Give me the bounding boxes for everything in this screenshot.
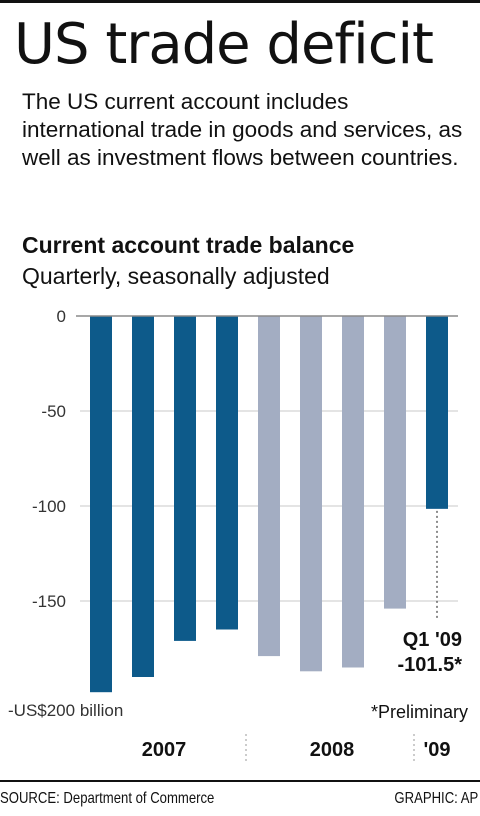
bar [258,316,280,657]
y-tick-label: -150 [32,592,66,611]
bar-chart: 0 -50 -100 -150 -US$200 billion Q1 '09 -101.5*… [8,307,468,764]
bar [300,316,322,672]
bar [90,316,112,693]
bar [216,316,238,630]
year-label: 2007 [142,739,187,761]
y-tick-label: -100 [32,497,66,516]
page-title: US trade deficit [14,12,434,77]
graphic-credit: GRAPHIC: AP [394,790,478,807]
year-label: '09 [423,739,450,761]
annotation-label: Q1 '09 [403,629,462,651]
chart-title: Current account trade balance [22,232,355,258]
top-rule [0,0,480,3]
bar [132,316,154,677]
bar [342,316,364,668]
bar [426,316,448,509]
y-tick-label: -50 [41,402,66,421]
y-tick-label: 0 [57,307,66,326]
annotation-value: -101.5* [398,654,463,676]
source-note: SOURCE: Department of Commerce [0,790,215,807]
intro-text: The US current account includes internat… [22,89,463,170]
bottom-rule [0,780,480,782]
bar [384,316,406,609]
y-unit-label: -US$200 billion [8,701,123,720]
bar [174,316,196,641]
year-label: 2008 [310,739,355,761]
footnote: *Preliminary [371,702,468,722]
chart-subtitle: Quarterly, seasonally adjusted [22,263,330,289]
